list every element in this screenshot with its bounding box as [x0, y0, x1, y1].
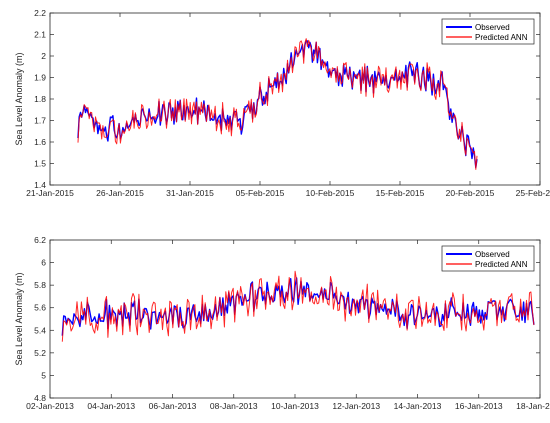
y-tick-label: 1.8 — [34, 94, 46, 104]
x-tick-label: 04-Jan-2013 — [87, 401, 135, 411]
x-tick-label: 08-Jan-2013 — [210, 401, 258, 411]
x-tick-label: 16-Jan-2013 — [455, 401, 503, 411]
x-tick-label: 20-Feb-2015 — [446, 188, 495, 198]
chart-top: 21-Jan-2015 26-Jan-2015 31-Jan-2015 05-Feb-… — [14, 8, 550, 198]
y-tick-label: 6.2 — [34, 235, 46, 245]
y-tick-label: 5.2 — [34, 348, 46, 358]
x-tick-label: 05-Feb-2015 — [236, 188, 285, 198]
y-tick-label: 5 — [41, 370, 46, 380]
x-tick-label: 10-Jan-2013 — [271, 401, 319, 411]
y-axis-label: Sea Level Anomaly (m) — [14, 52, 24, 145]
y-tick-label: 2.2 — [34, 8, 46, 18]
legend-box — [441, 245, 535, 272]
legend-label: Predicted ANN — [475, 33, 528, 42]
y-tick-label: 1.4 — [34, 180, 46, 190]
legend-label: Predicted ANN — [475, 260, 528, 269]
y-tick-label: 4.8 — [34, 393, 46, 403]
y-tick-label: 1.6 — [34, 137, 46, 147]
series-line-predicted-ann — [77, 38, 478, 170]
x-tick-label: 25-Feb-2015 — [516, 188, 550, 198]
x-tick-label: 02-Jan-2013 — [26, 401, 74, 411]
x-tick-label: 12-Jan-2013 — [332, 401, 380, 411]
x-tick-label: 15-Feb-2015 — [376, 188, 425, 198]
y-tick-label: 2 — [41, 51, 46, 61]
y-axis-label: Sea Level Anomaly (m) — [14, 272, 24, 365]
y-tick-label: 1.9 — [34, 73, 46, 83]
x-tick-label: 26-Jan-2015 — [96, 188, 144, 198]
y-tick-label: 5.6 — [34, 303, 46, 313]
y-tick-label: 5.4 — [34, 325, 46, 335]
y-tick-label: 1.7 — [34, 116, 46, 126]
y-tick-label: 1.5 — [34, 159, 46, 169]
x-tick-label: 06-Jan-2013 — [149, 401, 197, 411]
y-tick-label: 5.8 — [34, 280, 46, 290]
x-tick-label: 21-Jan-2015 — [26, 188, 74, 198]
x-tick-label: 10-Feb-2015 — [306, 188, 355, 198]
x-tick-label: 14-Jan-2013 — [394, 401, 442, 411]
series-line-predicted-ann — [61, 270, 535, 342]
y-tick-label: 6 — [41, 258, 46, 268]
legend-label: Observed — [475, 250, 510, 259]
chart-bottom: 02-Jan-2013 04-Jan-2013 06-Jan-2013 08-Jan-… — [14, 235, 550, 411]
y-tick-label: 2.1 — [34, 30, 46, 40]
x-tick-label: 31-Jan-2015 — [166, 188, 214, 198]
legend-box — [441, 18, 535, 45]
x-tick-label: 18-Jan-2013 — [516, 401, 550, 411]
legend-label: Observed — [475, 23, 510, 32]
